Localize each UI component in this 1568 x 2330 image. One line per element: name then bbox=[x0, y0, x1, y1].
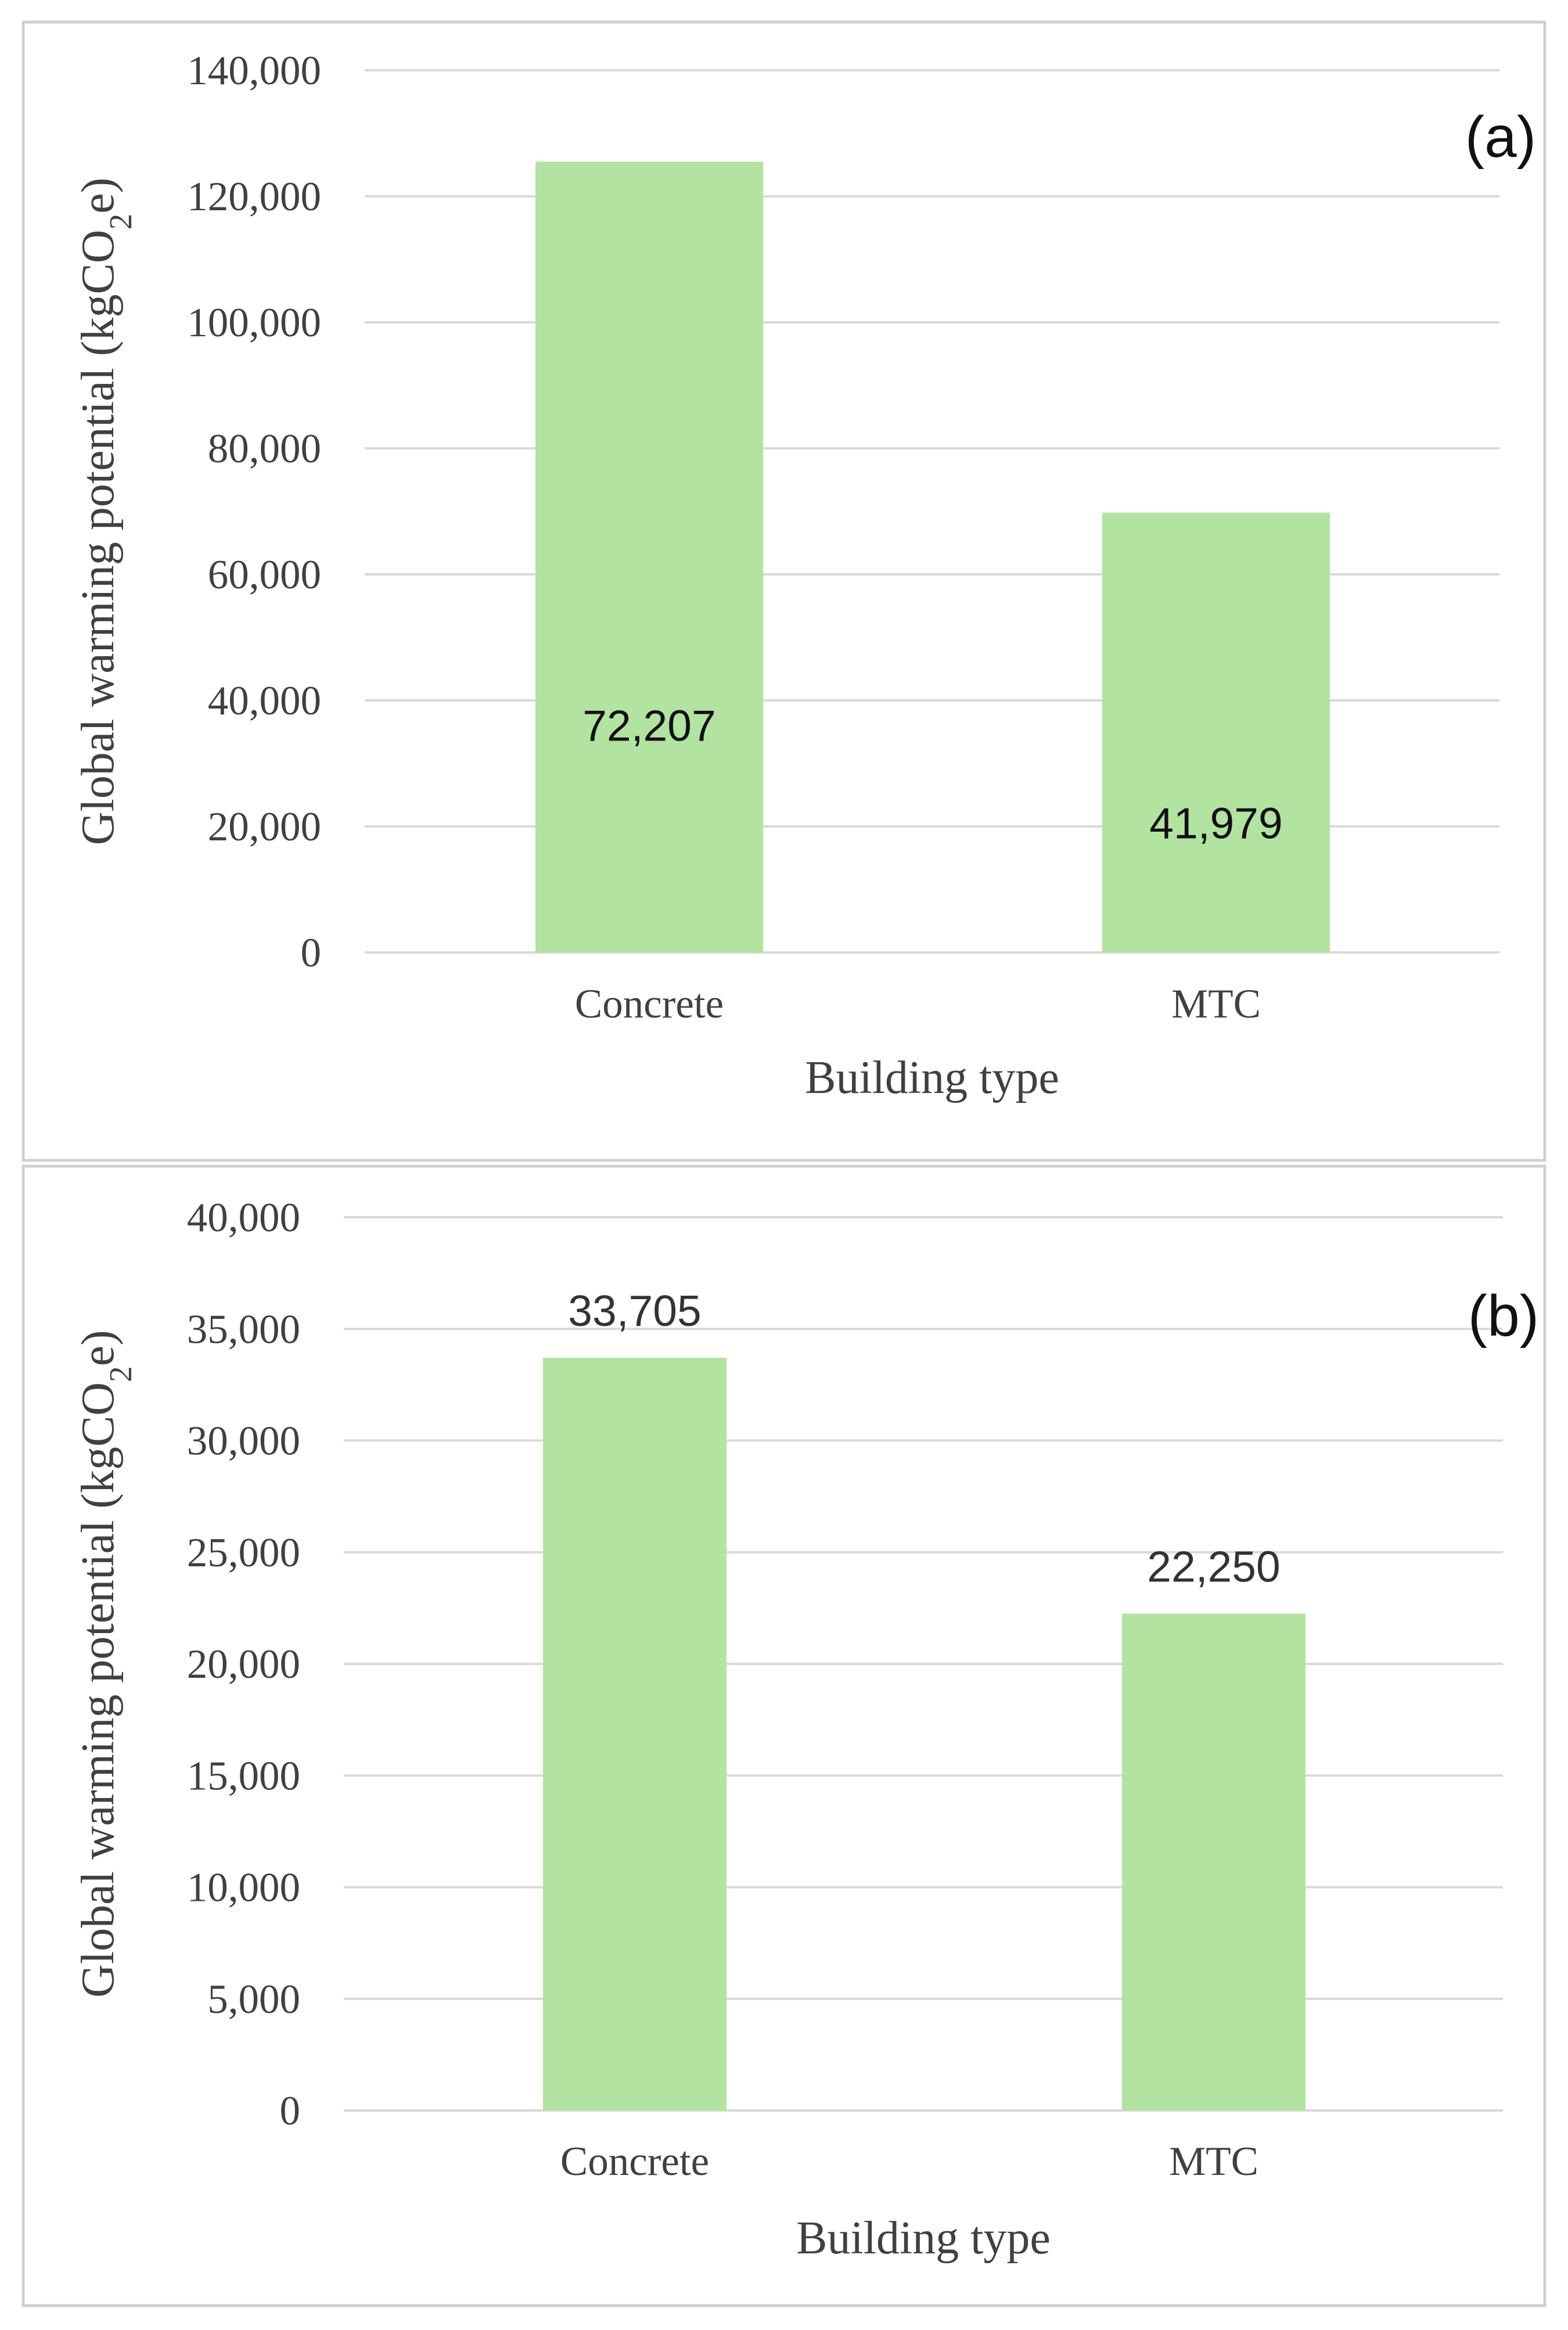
data-label-concrete: 33,705 bbox=[568, 1286, 701, 1335]
bar-mtc bbox=[1102, 512, 1330, 952]
bar-concrete bbox=[535, 161, 763, 953]
data-label-concrete: 72,207 bbox=[582, 701, 715, 750]
y-tick-label: 25,000 bbox=[187, 1530, 300, 1576]
y-axis-title-part: Global warming potential (kgCO bbox=[73, 1382, 124, 1998]
x-category-label: MTC bbox=[1169, 2139, 1258, 2184]
y-tick-label: 40,000 bbox=[208, 678, 321, 724]
y-tick-label: 0 bbox=[301, 930, 322, 976]
y-axis-title-subscript: 2 bbox=[103, 1366, 138, 1382]
x-axis-title: Building type bbox=[805, 1052, 1059, 1103]
y-tick-label: 5,000 bbox=[207, 1977, 300, 2022]
y-axis-title: Global warming potential (kgCO2e) bbox=[73, 1330, 138, 1997]
data-label-mtc: 22,250 bbox=[1147, 1542, 1280, 1591]
x-category-label: Concrete bbox=[560, 2139, 709, 2184]
bar-mtc bbox=[1122, 1613, 1306, 2110]
bar-concrete bbox=[543, 1358, 727, 2110]
y-tick-label: 100,000 bbox=[187, 300, 321, 346]
y-axis-title: Global warming potential (kgCO2e) bbox=[73, 178, 138, 845]
y-axis-title-part: e) bbox=[73, 178, 124, 214]
y-tick-label: 15,000 bbox=[187, 1753, 300, 1799]
y-tick-label: 140,000 bbox=[187, 48, 321, 94]
y-axis-title-part: Global warming potential (kgCO bbox=[73, 229, 124, 845]
y-tick-label: 20,000 bbox=[187, 1642, 300, 1687]
y-axis-title-part: e) bbox=[73, 1330, 124, 1366]
panel-b: 0 5,000 10,000 15,000 20,000 25,000 30,000 35,0… bbox=[21, 1164, 1547, 2307]
data-label-mtc: 41,979 bbox=[1149, 799, 1282, 848]
y-tick-label: 80,000 bbox=[208, 426, 321, 472]
y-tick-label: 40,000 bbox=[187, 1195, 300, 1240]
y-tick-label: 60,000 bbox=[208, 552, 321, 598]
y-tick-label: 0 bbox=[280, 2088, 301, 2134]
y-tick-label: 120,000 bbox=[187, 174, 321, 220]
y-tick-label: 20,000 bbox=[208, 804, 321, 850]
y-axis-title-subscript: 2 bbox=[103, 214, 138, 230]
y-tick-label: 35,000 bbox=[187, 1307, 300, 1352]
y-tick-label: 30,000 bbox=[187, 1419, 300, 1464]
panel-a: 0 20,000 40,000 60,000 80,000 100,000 120,000 1… bbox=[21, 20, 1547, 1162]
panel-label: (a) bbox=[1465, 105, 1536, 170]
x-category-label: MTC bbox=[1171, 981, 1261, 1027]
y-tick-label: 10,000 bbox=[187, 1865, 300, 1911]
x-axis-title: Building type bbox=[796, 2213, 1051, 2264]
x-category-label: Concrete bbox=[575, 981, 724, 1027]
panel-label: (b) bbox=[1468, 1283, 1539, 1349]
